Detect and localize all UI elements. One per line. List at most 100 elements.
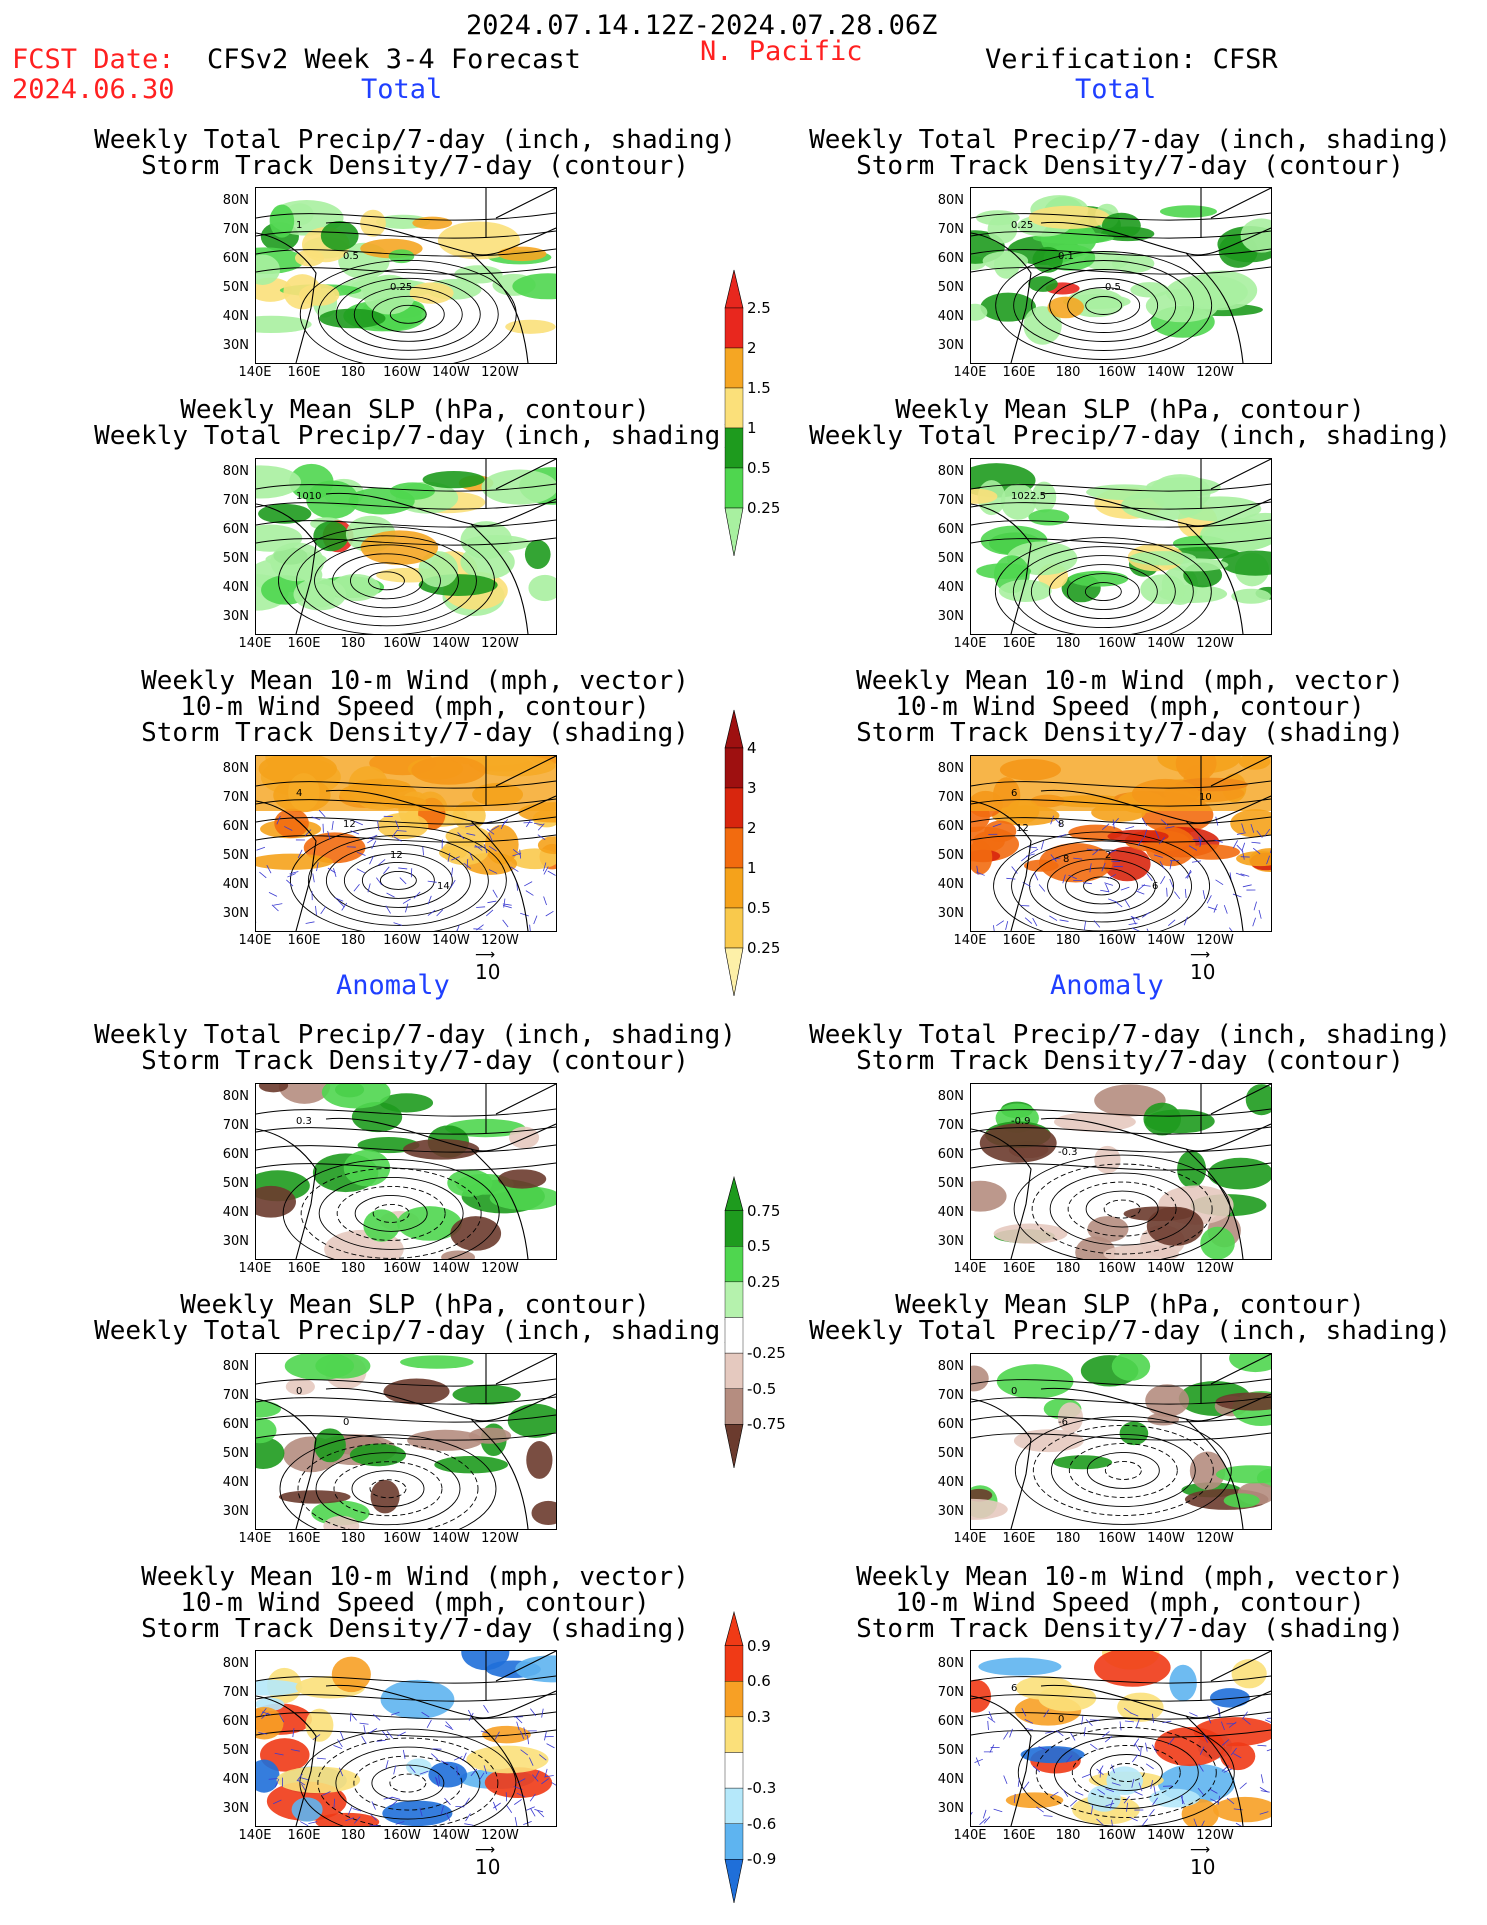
- lat-tick-label: 50N: [222, 551, 249, 566]
- contour-label: 10: [1199, 792, 1212, 803]
- panel-10-title-2: Weekly Total Precip/7-day (inch, shading…: [809, 1316, 1451, 1346]
- colorbar-label: 2.5: [747, 299, 771, 317]
- coastline-layer: [971, 459, 1271, 634]
- shading-layer: [971, 1084, 1271, 1259]
- contour-label: 6: [1011, 788, 1017, 799]
- lat-tick-label: 40N: [937, 1205, 964, 1220]
- lon-tick-label: 160E: [1002, 636, 1036, 651]
- panel-7-map: 0.3: [255, 1083, 557, 1260]
- lon-tick-label: 160W: [1098, 933, 1136, 948]
- lat-tick-label: 50N: [937, 551, 964, 566]
- lat-tick-label: 40N: [222, 1772, 249, 1787]
- colorbar-bin: [724, 827, 744, 869]
- colorbar-bin: [724, 1787, 744, 1824]
- lat-tick-label: 50N: [222, 1176, 249, 1191]
- contour-label: 8: [1063, 854, 1069, 865]
- date-range: 2024.07.14.12Z-2024.07.28.06Z: [466, 10, 938, 41]
- panel-11-map: [255, 1650, 557, 1827]
- lat-tick-label: 70N: [222, 1388, 249, 1403]
- contour-label: 0.5: [343, 251, 359, 262]
- lon-tick-label: 120W: [1196, 636, 1234, 651]
- colorbar-label: 0.25: [747, 499, 781, 517]
- lon-tick-label: 180: [1055, 1261, 1081, 1276]
- lon-tick-label: 140E: [953, 1531, 987, 1546]
- panel-4-title-2: Weekly Total Precip/7-day (inch, shading…: [809, 421, 1451, 451]
- colorbar-tip: [724, 507, 744, 557]
- lon-tick-label: 140W: [432, 933, 470, 948]
- contour-layer: [971, 1378, 1271, 1525]
- lat-tick-label: 70N: [222, 790, 249, 805]
- section-anomaly-left: Anomaly: [336, 970, 450, 1001]
- lon-tick-label: 160E: [1002, 1828, 1036, 1843]
- lon-tick-label: 160W: [383, 933, 421, 948]
- lon-tick-label: 160E: [287, 1828, 321, 1843]
- lon-tick-label: 180: [1055, 1531, 1081, 1546]
- panel-8-title-1: Weekly Total Precip/7-day (inch, shading…: [809, 1020, 1451, 1050]
- coastline-layer: [971, 1354, 1271, 1529]
- lon-tick-label: 160W: [1098, 636, 1136, 651]
- panel-6-map: 6 8 2 6 10 12 8: [970, 755, 1272, 932]
- colorbar-label: 1.5: [747, 379, 771, 397]
- contour-label: 6: [1011, 1683, 1017, 1694]
- lat-tick-label: 30N: [937, 609, 964, 624]
- vector-reference-value: 10: [475, 960, 501, 984]
- panel-12-title-2: 10-m Wind Speed (mph, contour): [895, 1588, 1365, 1618]
- lat-tick-label: 70N: [222, 222, 249, 237]
- colorbar-bin: [724, 387, 744, 429]
- lon-tick-label: 160W: [383, 1531, 421, 1546]
- panel-4-map: 1022.5: [970, 458, 1272, 635]
- coastline-layer: [971, 1651, 1271, 1826]
- lat-tick-label: 30N: [937, 1504, 964, 1519]
- colorbar-bin: [724, 747, 744, 789]
- colorbar-label: 0.5: [747, 899, 771, 917]
- lon-tick-label: 160W: [1098, 1261, 1136, 1276]
- lon-tick-label: 140E: [238, 1261, 272, 1276]
- coastline-layer: [256, 1651, 556, 1826]
- colorbar-bin: [724, 1645, 744, 1682]
- coastline-layer: [971, 1084, 1271, 1259]
- lon-tick-label: 120W: [1196, 933, 1234, 948]
- colorbar-precip-total: [715, 268, 755, 562]
- lat-tick-label: 50N: [222, 1446, 249, 1461]
- lat-tick-label: 50N: [937, 1743, 964, 1758]
- colorbar-bin: [724, 347, 744, 389]
- lat-tick-label: 60N: [937, 522, 964, 537]
- contour-layer: [971, 483, 1271, 634]
- colorbar-storm-total: [715, 708, 755, 1002]
- vector-reference-value: 10: [1190, 960, 1216, 984]
- lat-tick-label: 60N: [937, 1714, 964, 1729]
- contour-label: -6: [1058, 1417, 1068, 1428]
- lon-tick-label: 180: [1055, 933, 1081, 948]
- lat-tick-label: 40N: [937, 1475, 964, 1490]
- coastline-layer: [256, 756, 556, 931]
- lon-tick-label: 180: [340, 1531, 366, 1546]
- lat-tick-label: 80N: [937, 464, 964, 479]
- lat-tick-label: 60N: [937, 1147, 964, 1162]
- contour-label: 12: [390, 850, 403, 861]
- colorbar-bin: [724, 867, 744, 909]
- lon-tick-label: 180: [340, 365, 366, 380]
- panel-1-title-1: Weekly Total Precip/7-day (inch, shading…: [94, 125, 736, 155]
- lat-tick-label: 50N: [222, 848, 249, 863]
- colorbar-tip: [724, 1424, 744, 1469]
- vector-reference-arrow-icon: ⟶: [475, 1842, 496, 1858]
- colorbar-bin: [724, 1716, 744, 1753]
- lat-tick-label: 60N: [937, 819, 964, 834]
- panel-10-title-1: Weekly Mean SLP (hPa, contour): [895, 1290, 1365, 1320]
- panel-8-map: -0.9 -0.3: [970, 1083, 1272, 1260]
- lon-tick-label: 140E: [238, 1531, 272, 1546]
- shading-layer: [256, 756, 556, 875]
- lat-tick-label: 30N: [222, 1801, 249, 1816]
- colorbar-storm-anom: [715, 1610, 755, 1909]
- lat-tick-label: 40N: [937, 309, 964, 324]
- vector-reference: ⟶ 10: [1190, 948, 1216, 984]
- lat-tick-label: 70N: [222, 493, 249, 508]
- lat-tick-label: 80N: [937, 761, 964, 776]
- lon-tick-label: 180: [340, 933, 366, 948]
- panel-7-title-1: Weekly Total Precip/7-day (inch, shading…: [94, 1020, 736, 1050]
- vector-reference-value: 10: [1190, 1855, 1216, 1879]
- lon-tick-label: 160E: [287, 636, 321, 651]
- colorbar-label: 0.9: [747, 1636, 771, 1655]
- panel-1-title-2: Storm Track Density/7-day (contour): [141, 151, 689, 181]
